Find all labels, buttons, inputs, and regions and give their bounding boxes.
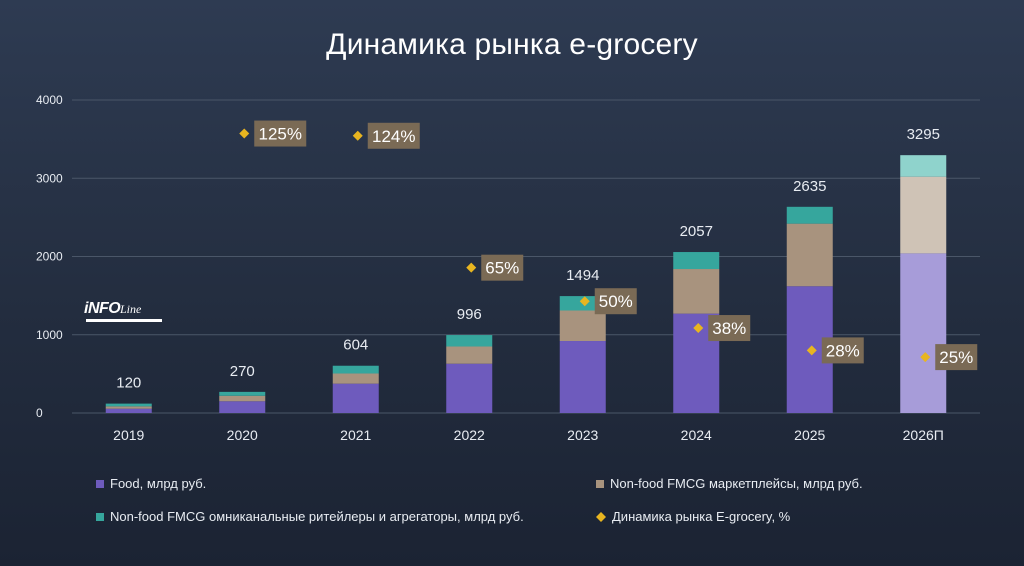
legend-swatch-food [96,479,104,488]
legend-item-food: Food, млрд руб. [96,476,206,491]
growth-marker [806,345,817,356]
y-tick-label: 1000 [36,328,63,342]
growth-marker [920,352,931,363]
bar-segment-omnichannel [446,335,493,347]
x-tick-label: 2024 [681,427,712,443]
bar-segment-food [219,401,266,413]
logo-underline [86,319,162,322]
bar-segment-food [446,363,493,413]
bar-segment-omnichannel [673,252,720,270]
growth-label-box [481,254,524,281]
labels-layer: 0 1000 2000 3000 4000 120 2019 270 2020 604 2021 99… [36,93,944,443]
grid-layer [72,99,980,414]
growth-label-box [367,122,420,149]
bar-segment-omnichannel [105,403,152,407]
bars-layer [105,155,947,413]
total-label: 270 [230,363,255,380]
bar-segment-omnichannel [219,391,266,396]
x-tick-label: 2026П [903,427,944,443]
bar-segment-marketplaces [786,223,833,287]
x-tick-label: 2023 [567,427,598,443]
bar-segment-omnichannel [332,365,379,374]
growth-marker [239,128,250,139]
legend-label-marketplaces: Non-food FMCG маркетплейсы, млрд руб. [610,476,863,491]
legend-swatch-omnichannel [96,512,104,521]
bar-segment-marketplaces [332,373,379,384]
legend-item-growth: Динамика рынка E-grocery, % [596,509,790,524]
legend-label-growth: Динамика рынка E-grocery, % [612,509,791,524]
bar-segment-marketplaces [559,310,606,342]
growth-label-box [594,288,637,315]
legend-item-omnichannel: Non-food FMCG омниканальные ритейлеры и … [96,509,524,524]
x-tick-label: 2021 [340,427,371,443]
legend: Food, млрд руб. Non-food FMCG маркетплей… [96,476,956,536]
bar-segment-marketplaces [673,269,720,314]
growth-marker [579,296,590,307]
bar-segment-marketplaces [219,395,266,402]
bar-segment-food [105,408,152,413]
total-label: 2057 [680,223,713,240]
total-label: 2635 [793,178,826,195]
logo-main-text: iNFO [84,300,121,317]
growth-label: 124% [372,127,415,146]
bar-segment-omnichannel [900,155,947,177]
legend-swatch-marketplaces [596,479,604,488]
growth-label-box [935,344,978,371]
growth-label-box [821,337,864,364]
growth-label: 125% [259,125,302,144]
legend-label-food: Food, млрд руб. [110,476,207,491]
y-tick-label: 0 [36,406,43,420]
bar-segment-marketplaces [105,406,152,409]
growth-label: 65% [485,259,519,278]
growth-marker [352,130,363,141]
growth-label: 25% [939,348,973,367]
x-tick-label: 2020 [227,427,258,443]
bar-segment-marketplaces [446,346,493,364]
infoline-logo: iNFO Line [84,300,164,328]
y-tick-label: 3000 [36,171,63,185]
growth-label: 38% [712,319,746,338]
bar-segment-omnichannel [786,206,833,224]
x-tick-label: 2019 [113,427,144,443]
legend-item-marketplaces: Non-food FMCG маркетплейсы, млрд руб. [596,476,863,491]
total-label: 1494 [566,267,599,284]
x-tick-label: 2022 [454,427,485,443]
chart-title: Динамика рынка e-grocery [326,28,698,61]
bar-segment-food [332,383,379,413]
logo-script-text: Line [120,302,142,316]
total-label: 996 [457,306,482,323]
y-tick-label: 2000 [36,250,63,264]
legend-diamond-icon [596,511,606,522]
growth-label-box [708,315,751,342]
growth-layer: 125% 124% 65% 50% 38% 28% 25% [239,120,978,371]
total-label: 3295 [907,126,940,143]
growth-label: 50% [599,292,633,311]
bar-segment-food [900,253,947,413]
growth-marker [693,323,704,334]
total-label: 604 [343,337,368,354]
growth-label-box [254,120,307,147]
bar-segment-food [559,341,606,413]
bar-segment-marketplaces [900,176,947,254]
legend-label-omnichannel: Non-food FMCG омниканальные ритейлеры и … [110,509,524,524]
growth-marker [466,262,477,273]
total-label: 120 [116,375,141,392]
y-tick-label: 4000 [36,93,63,107]
x-tick-label: 2025 [794,427,825,443]
growth-label: 28% [826,341,860,360]
